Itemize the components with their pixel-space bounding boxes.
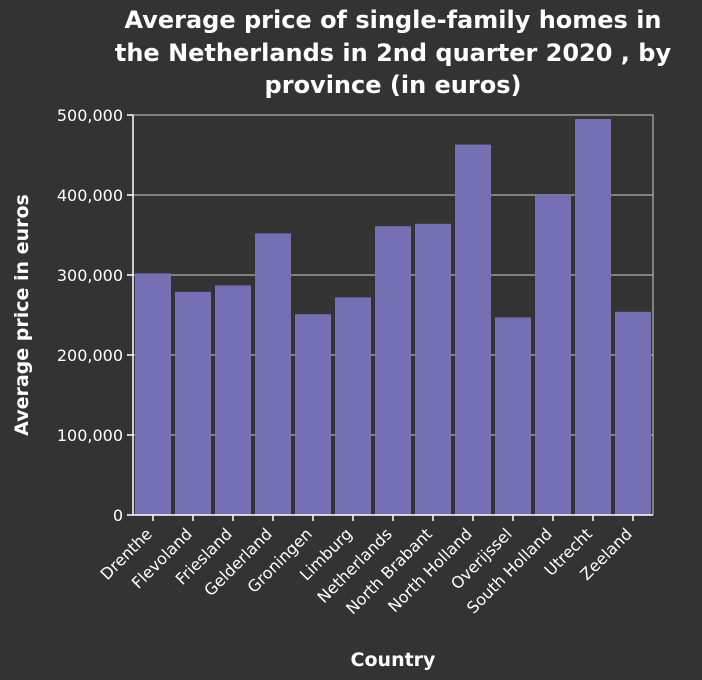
bar-11 xyxy=(575,119,611,515)
bar-2 xyxy=(215,285,251,515)
chart-title: Average price of single-family homes in … xyxy=(115,6,672,99)
bar-1 xyxy=(175,291,211,515)
x-axis-ticks: DrentheFlevolandFrieslandGelderlandGroni… xyxy=(97,515,636,618)
y-tick-label-5: 500,000 xyxy=(57,106,123,125)
y-axis-label: Average price in euros xyxy=(11,194,33,436)
bar-6 xyxy=(375,226,411,515)
y-tick-label-4: 400,000 xyxy=(57,186,123,205)
bar-9 xyxy=(495,317,531,515)
bar-5 xyxy=(335,297,371,515)
bar-3 xyxy=(255,233,291,515)
y-tick-label-2: 200,000 xyxy=(57,346,123,365)
bar-8 xyxy=(455,144,491,515)
bar-10 xyxy=(535,195,571,515)
bar-7 xyxy=(415,223,451,516)
bars xyxy=(135,119,651,516)
y-tick-label-1: 100,000 xyxy=(57,426,123,445)
bar-4 xyxy=(295,314,331,515)
chart-title-line-3: province (in euros) xyxy=(265,71,522,99)
chart-title-line-2: the Netherlands in 2nd quarter 2020 , by xyxy=(115,39,672,67)
y-tick-label-3: 300,000 xyxy=(57,266,123,285)
y-tick-label-0: 0 xyxy=(113,506,123,525)
bar-0 xyxy=(135,273,171,515)
y-axis-ticks: 0 100,000 200,000 300,000 400,000 500,000 xyxy=(57,106,133,525)
bar-12 xyxy=(615,311,651,515)
chart-title-line-1: Average price of single-family homes in xyxy=(124,6,661,34)
x-axis-label: Country xyxy=(351,649,437,671)
